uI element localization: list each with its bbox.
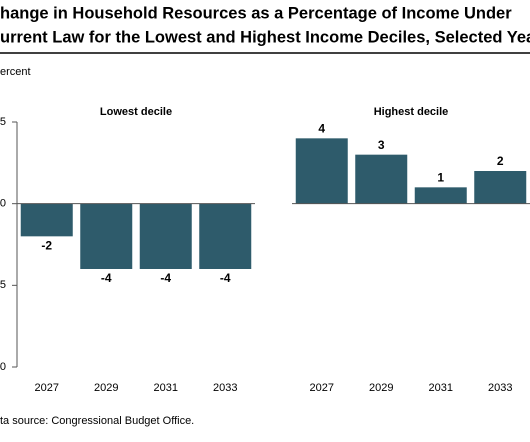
x-tick-label: 2033 bbox=[488, 382, 512, 394]
bar bbox=[414, 187, 467, 204]
y-tick-label: 5 bbox=[0, 279, 6, 291]
data-label: -4 bbox=[220, 271, 231, 285]
x-tick-label: 2029 bbox=[94, 382, 118, 394]
data-label: 3 bbox=[378, 138, 385, 152]
data-label: -4 bbox=[160, 271, 171, 285]
data-label: 4 bbox=[318, 122, 325, 136]
chart-title-line: urrent Law for the Lowest and Highest In… bbox=[0, 28, 530, 46]
y-tick-label: 0 bbox=[0, 361, 6, 373]
x-tick-label: 2031 bbox=[154, 382, 178, 394]
data-label: -2 bbox=[41, 239, 52, 253]
panel-title: Highest decile bbox=[374, 106, 449, 118]
x-tick-label: 2033 bbox=[213, 382, 237, 394]
y-tick-label: 5 bbox=[0, 116, 6, 128]
y-tick-label: 0 bbox=[0, 198, 6, 210]
bar bbox=[199, 203, 252, 269]
chart-title-line: hange in Household Resources as a Percen… bbox=[0, 4, 512, 22]
data-label: -4 bbox=[101, 271, 112, 285]
bar bbox=[474, 171, 527, 204]
bar bbox=[295, 138, 348, 204]
y-axis-label: ercent bbox=[0, 66, 31, 78]
data-label: 2 bbox=[497, 154, 504, 168]
x-tick-label: 2031 bbox=[429, 382, 453, 394]
bar bbox=[80, 203, 133, 269]
x-tick-label: 2027 bbox=[35, 382, 59, 394]
x-tick-label: 2027 bbox=[310, 382, 334, 394]
panel-title: Lowest decile bbox=[100, 106, 172, 118]
source-note: ta source: Congressional Budget Office. bbox=[0, 415, 194, 427]
x-tick-label: 2029 bbox=[369, 382, 393, 394]
data-label: 1 bbox=[437, 171, 444, 185]
bar bbox=[20, 203, 73, 237]
bar bbox=[355, 154, 408, 204]
bar bbox=[139, 203, 192, 269]
